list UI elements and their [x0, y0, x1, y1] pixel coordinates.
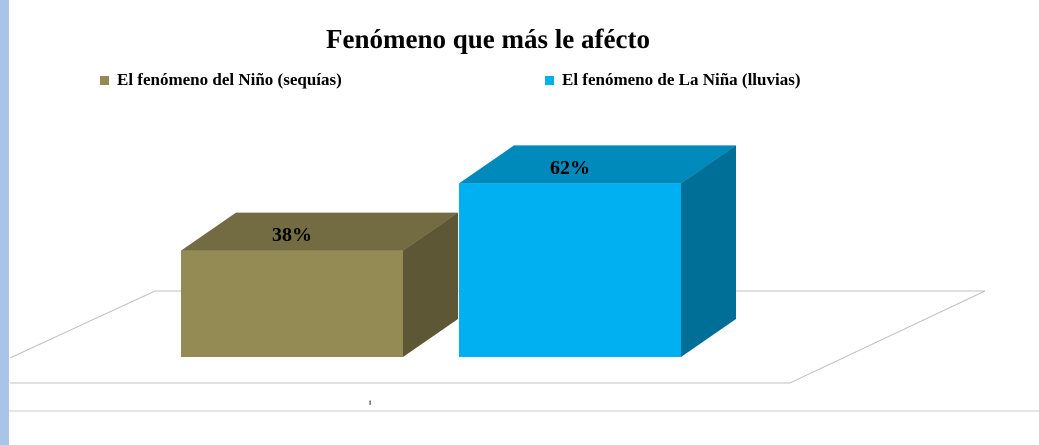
- floor: [9, 290, 986, 384]
- floor-outline: [9, 290, 986, 384]
- legend-swatch: [100, 76, 109, 85]
- data-label: 62%: [550, 157, 590, 179]
- bar-side: [403, 212, 458, 357]
- bar-top: [181, 212, 458, 251]
- x-tick-label: 1: [369, 400, 372, 406]
- legend-label: El fenómeno del Niño (sequías): [117, 70, 342, 89]
- left-border: [0, 0, 9, 445]
- bar: [181, 212, 458, 357]
- legend-label: El fenómeno de La Niña (lluvias): [562, 70, 801, 89]
- chart-title: Fenómeno que más le afécto: [326, 24, 650, 54]
- bar-side: [681, 145, 736, 357]
- bar: [459, 145, 736, 357]
- legend-swatch: [545, 76, 554, 85]
- bar-front: [181, 250, 403, 357]
- bar-top: [459, 145, 736, 184]
- data-label: 38%: [272, 224, 312, 246]
- bar-front: [459, 183, 681, 357]
